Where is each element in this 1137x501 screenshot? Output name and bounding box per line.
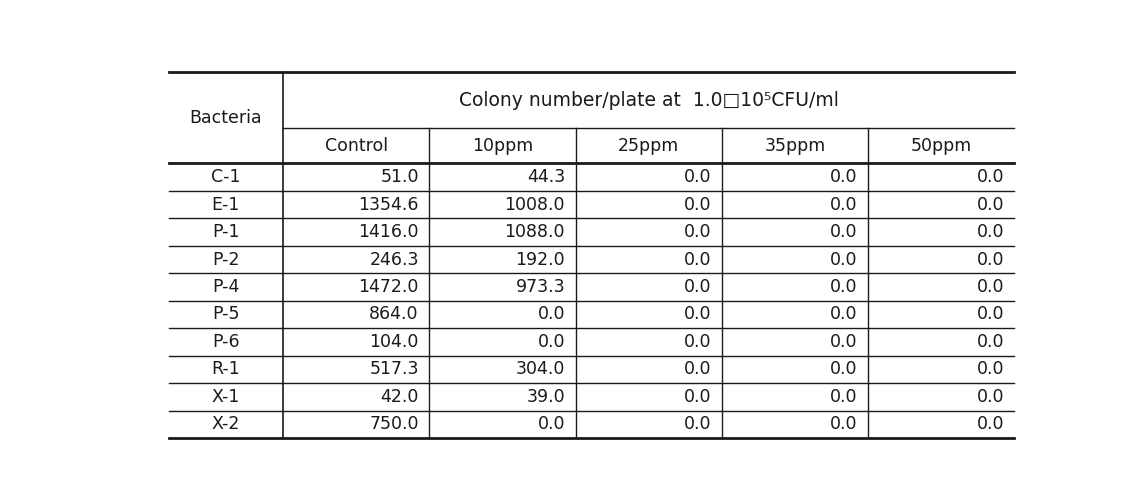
Text: 0.0: 0.0 — [977, 306, 1004, 324]
Text: 0.0: 0.0 — [830, 278, 857, 296]
Text: P-5: P-5 — [213, 306, 240, 324]
Text: X-2: X-2 — [211, 415, 240, 433]
Text: 304.0: 304.0 — [516, 360, 565, 378]
Text: 0.0: 0.0 — [683, 360, 712, 378]
Text: Bacteria: Bacteria — [190, 109, 263, 127]
Text: 0.0: 0.0 — [977, 388, 1004, 406]
Text: 0.0: 0.0 — [830, 250, 857, 269]
Text: 0.0: 0.0 — [683, 306, 712, 324]
Text: R-1: R-1 — [211, 360, 240, 378]
Text: 0.0: 0.0 — [830, 360, 857, 378]
Text: 517.3: 517.3 — [370, 360, 418, 378]
Text: 0.0: 0.0 — [977, 168, 1004, 186]
Text: 0.0: 0.0 — [683, 278, 712, 296]
Text: 0.0: 0.0 — [683, 223, 712, 241]
Text: 750.0: 750.0 — [370, 415, 418, 433]
Text: 0.0: 0.0 — [830, 195, 857, 213]
Text: 0.0: 0.0 — [683, 333, 712, 351]
Text: 0.0: 0.0 — [977, 415, 1004, 433]
Text: 0.0: 0.0 — [830, 306, 857, 324]
Text: 35ppm: 35ppm — [764, 137, 825, 155]
Text: 0.0: 0.0 — [538, 333, 565, 351]
Text: 104.0: 104.0 — [370, 333, 418, 351]
Text: 0.0: 0.0 — [683, 168, 712, 186]
Text: Colony number/plate at  1.0□10⁵CFU/ml: Colony number/plate at 1.0□10⁵CFU/ml — [459, 91, 839, 110]
Text: 0.0: 0.0 — [830, 168, 857, 186]
Text: 25ppm: 25ppm — [619, 137, 680, 155]
Text: 1416.0: 1416.0 — [358, 223, 418, 241]
Text: 44.3: 44.3 — [526, 168, 565, 186]
Text: 0.0: 0.0 — [830, 388, 857, 406]
Text: P-1: P-1 — [213, 223, 240, 241]
Text: 51.0: 51.0 — [380, 168, 418, 186]
Text: 0.0: 0.0 — [538, 415, 565, 433]
Text: 973.3: 973.3 — [515, 278, 565, 296]
Text: 0.0: 0.0 — [830, 333, 857, 351]
Text: 0.0: 0.0 — [977, 333, 1004, 351]
Text: 0.0: 0.0 — [683, 195, 712, 213]
Text: 39.0: 39.0 — [526, 388, 565, 406]
Text: 10ppm: 10ppm — [472, 137, 533, 155]
Text: 0.0: 0.0 — [538, 306, 565, 324]
Text: 0.0: 0.0 — [977, 250, 1004, 269]
Text: 0.0: 0.0 — [830, 415, 857, 433]
Text: 0.0: 0.0 — [977, 223, 1004, 241]
Text: 192.0: 192.0 — [515, 250, 565, 269]
Text: 1472.0: 1472.0 — [358, 278, 418, 296]
Text: 0.0: 0.0 — [977, 360, 1004, 378]
Text: 1008.0: 1008.0 — [505, 195, 565, 213]
Text: 246.3: 246.3 — [370, 250, 418, 269]
Text: 0.0: 0.0 — [683, 250, 712, 269]
Text: 1088.0: 1088.0 — [505, 223, 565, 241]
Text: Control: Control — [325, 137, 388, 155]
Text: 1354.6: 1354.6 — [358, 195, 418, 213]
Text: 0.0: 0.0 — [830, 223, 857, 241]
Text: X-1: X-1 — [211, 388, 240, 406]
Text: 50ppm: 50ppm — [911, 137, 972, 155]
Text: E-1: E-1 — [211, 195, 240, 213]
Text: 0.0: 0.0 — [977, 278, 1004, 296]
Text: 0.0: 0.0 — [977, 195, 1004, 213]
Text: 864.0: 864.0 — [370, 306, 418, 324]
Text: 42.0: 42.0 — [381, 388, 418, 406]
Text: P-4: P-4 — [213, 278, 240, 296]
Text: 0.0: 0.0 — [683, 388, 712, 406]
Text: P-2: P-2 — [213, 250, 240, 269]
Text: C-1: C-1 — [211, 168, 241, 186]
Text: 0.0: 0.0 — [683, 415, 712, 433]
Text: P-6: P-6 — [211, 333, 240, 351]
